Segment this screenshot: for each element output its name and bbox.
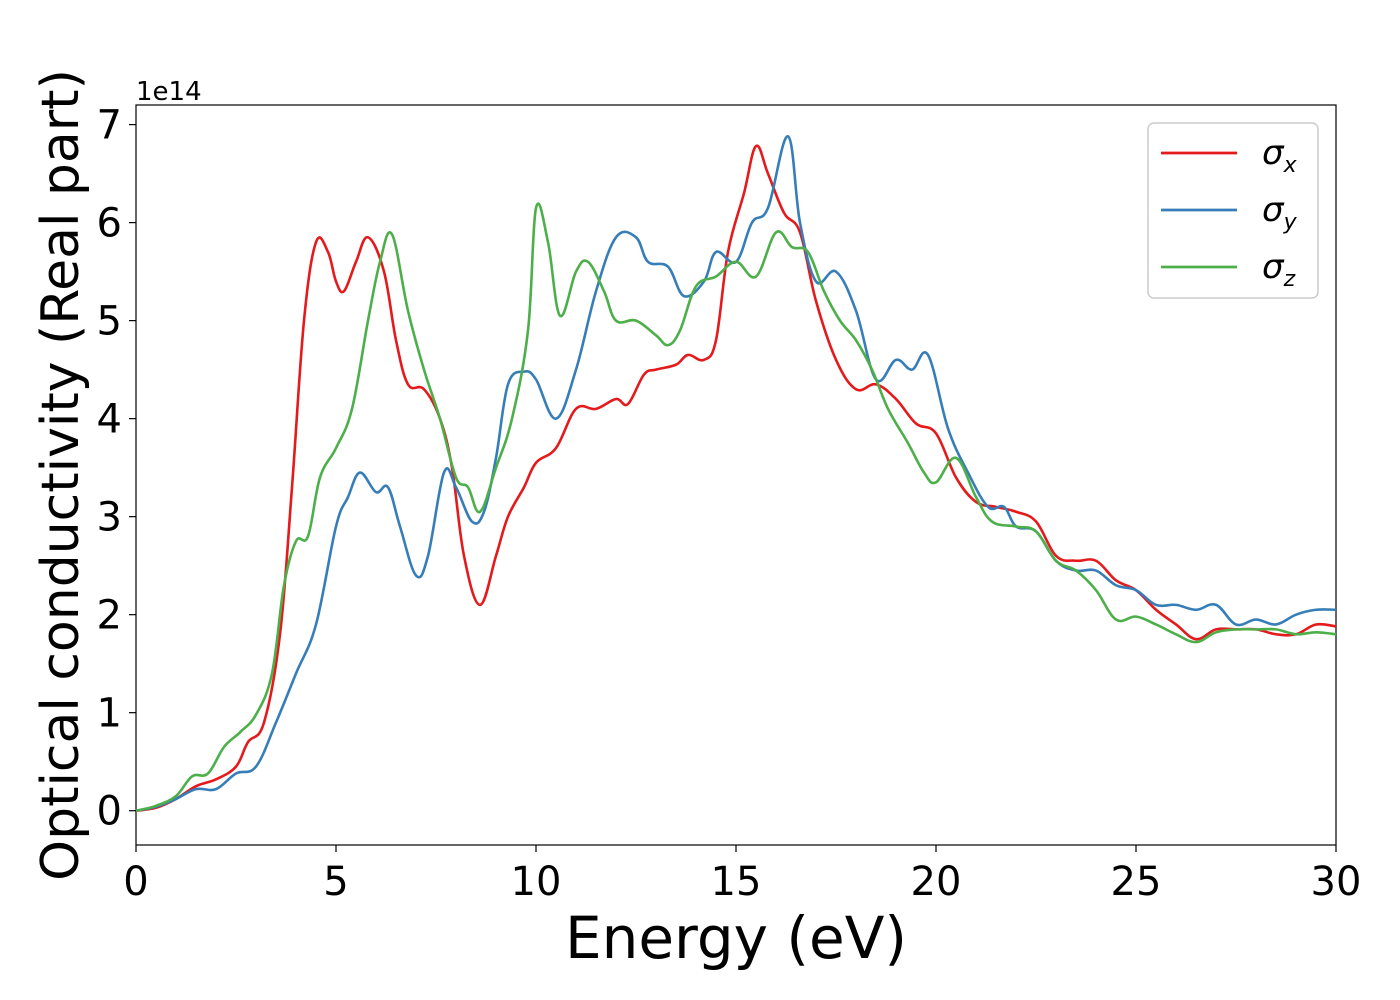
x-tick-label: 20 [911, 859, 962, 905]
y-tick-label: 5 [97, 299, 122, 345]
x-axis-ticks: 0 5 10 15 20 25 30 [123, 845, 1361, 905]
y-tick-label: 4 [97, 397, 122, 443]
x-axis-title: Energy (eV) [565, 904, 907, 972]
y-tick-label: 1 [97, 691, 122, 737]
y-offset-label: 1e14 [136, 77, 202, 107]
legend-label-y: σy [1262, 190, 1298, 235]
y-tick-label: 3 [97, 495, 122, 541]
y-axis-title: Optical conductivity (Real part) [31, 69, 91, 881]
x-tick-label: 15 [711, 859, 762, 905]
y-tick-label: 2 [97, 593, 122, 639]
series-line-z [135, 202, 1337, 812]
y-tick-label: 6 [97, 201, 122, 247]
y-tick-label: 7 [97, 103, 122, 149]
y-axis-ticks: 0 1 2 3 4 5 6 7 [97, 103, 136, 835]
y-tick-label: 0 [97, 789, 122, 835]
legend: σx σy σz [1147, 122, 1319, 299]
legend-label-x: σx [1262, 133, 1298, 178]
legend-label-z: σz [1262, 247, 1296, 292]
x-tick-label: 10 [511, 859, 562, 905]
series-layer [135, 135, 1337, 812]
series-line-x [135, 144, 1337, 812]
x-tick-label: 5 [323, 859, 348, 905]
x-tick-label: 0 [123, 859, 148, 905]
x-tick-label: 30 [1311, 859, 1362, 905]
series-line-y [135, 135, 1337, 812]
x-tick-label: 25 [1111, 859, 1162, 905]
